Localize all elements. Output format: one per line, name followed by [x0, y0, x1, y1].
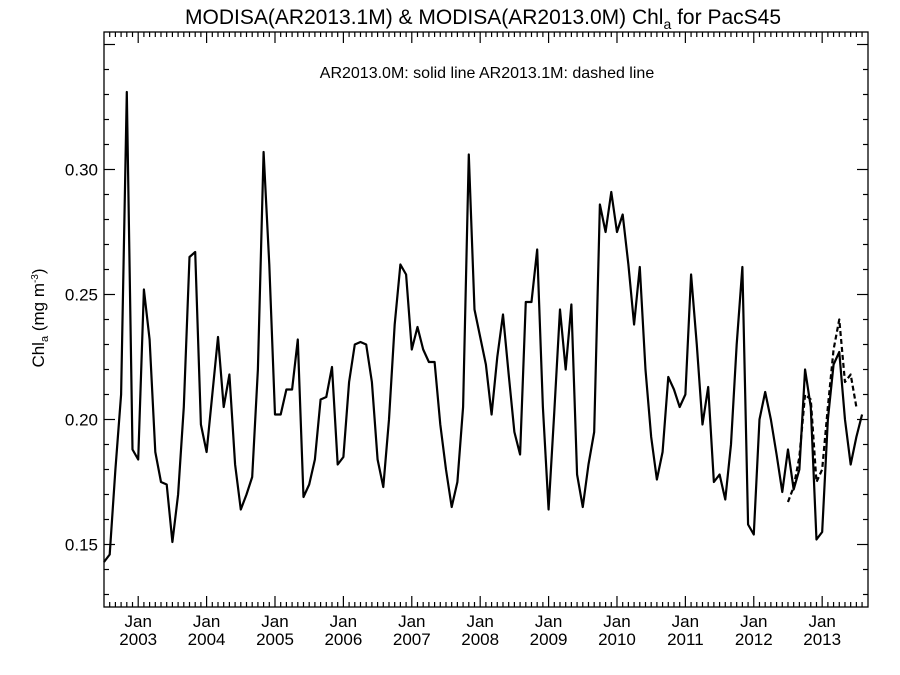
chart-title-subscript: a: [663, 16, 671, 32]
x-tick-label-year: 2008: [461, 630, 499, 649]
x-tick-label-year: 2005: [256, 630, 294, 649]
x-tick-label-year: 2009: [530, 630, 568, 649]
x-tick-label-month: Jan: [261, 612, 288, 631]
y-axis-label: Chla (mg m-3): [29, 268, 51, 367]
y-tick-label: 0.15: [65, 536, 98, 555]
y-tick-label: 0.20: [65, 411, 98, 430]
y-tick-label: 0.30: [65, 161, 98, 180]
x-tick-label-year: 2012: [735, 630, 773, 649]
chart-title-main: MODISA(AR2013.1M) & MODISA(AR2013.0M) Ch…: [185, 6, 663, 29]
x-tick-label-month: Jan: [808, 612, 835, 631]
y-axis-label-unit: (mg m: [29, 283, 48, 336]
y-axis-label-superscript: -3: [30, 274, 41, 283]
chart-title-tail: for PacS45: [671, 6, 781, 29]
x-tick-label-month: Jan: [603, 612, 630, 631]
x-tick-label-year: 2006: [324, 630, 362, 649]
x-tick-label-year: 2013: [803, 630, 841, 649]
x-tick-label-year: 2003: [119, 630, 157, 649]
axes: 0.150.200.250.30Jan2003Jan2004Jan2005Jan…: [65, 31, 869, 649]
chart-annotation: AR2013.0M: solid line AR2013.1M: dashed …: [320, 65, 655, 82]
x-tick-label-month: Jan: [398, 612, 425, 631]
x-tick-label-month: Jan: [466, 612, 493, 631]
x-tick-label-month: Jan: [330, 612, 357, 631]
x-tick-label-month: Jan: [124, 612, 151, 631]
series-line-ar2013-1m: [786, 318, 858, 503]
x-tick-label-month: Jan: [672, 612, 699, 631]
y-axis-label-subscript: a: [39, 335, 51, 342]
series-line-ar2013-0m: [103, 90, 864, 563]
x-tick-label-month: Jan: [535, 612, 562, 631]
data-series: [103, 90, 864, 563]
x-tick-label-year: 2011: [667, 630, 704, 649]
x-tick-label-year: 2004: [188, 630, 226, 649]
x-tick-label-month: Jan: [740, 612, 767, 631]
y-axis-label-main: Chl: [29, 342, 48, 368]
x-tick-label-year: 2010: [598, 630, 636, 649]
y-tick-label: 0.25: [65, 286, 98, 305]
y-axis-label-close: ): [29, 268, 48, 274]
x-tick-label-year: 2007: [393, 630, 431, 649]
x-tick-label-month: Jan: [193, 612, 220, 631]
chart-title: MODISA(AR2013.1M) & MODISA(AR2013.0M) Ch…: [185, 6, 781, 32]
